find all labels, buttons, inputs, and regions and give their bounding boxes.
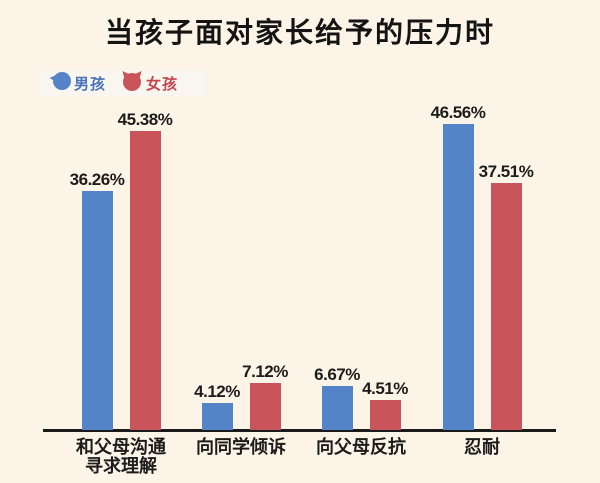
bar-boys-0: [81, 191, 113, 430]
bar-boys-3: [442, 124, 474, 430]
category-label-3: 忍耐: [464, 437, 500, 457]
legend-label-girls: 女孩: [146, 75, 179, 93]
value-label-girls-0: 45.38%: [117, 110, 173, 129]
bar-girls-3: [490, 183, 522, 430]
category-label-1: 向同学倾诉: [196, 437, 286, 457]
bar-boys-2: [321, 386, 353, 430]
bar-girls-1: [249, 383, 281, 430]
value-label-boys-0: 36.26%: [69, 170, 125, 189]
girl-ball-icon: [120, 70, 144, 97]
value-label-boys-3: 46.56%: [430, 103, 486, 122]
legend-label-boys: 男孩: [74, 75, 107, 93]
x-axis-line: [43, 429, 556, 432]
category-label-0: 和父母沟通 寻求理解: [76, 437, 166, 476]
bar-girls-0: [129, 131, 161, 430]
value-label-girls-3: 37.51%: [478, 162, 534, 181]
legend: 男孩 女孩: [36, 70, 206, 96]
boy-ball-icon: [48, 70, 72, 97]
value-label-girls-1: 7.12%: [242, 362, 288, 381]
legend-item-girls: 女孩: [120, 70, 178, 97]
bar-girls-2: [369, 400, 401, 430]
legend-item-boys: 男孩: [48, 70, 106, 97]
category-label-2: 向父母反抗: [316, 437, 406, 457]
value-label-boys-1: 4.12%: [194, 382, 240, 401]
chart-title: 当孩子面对家长给予的压力时: [104, 18, 495, 49]
value-label-boys-2: 6.67%: [314, 365, 360, 384]
bar-boys-1: [201, 403, 233, 430]
value-label-girls-2: 4.51%: [362, 379, 408, 398]
